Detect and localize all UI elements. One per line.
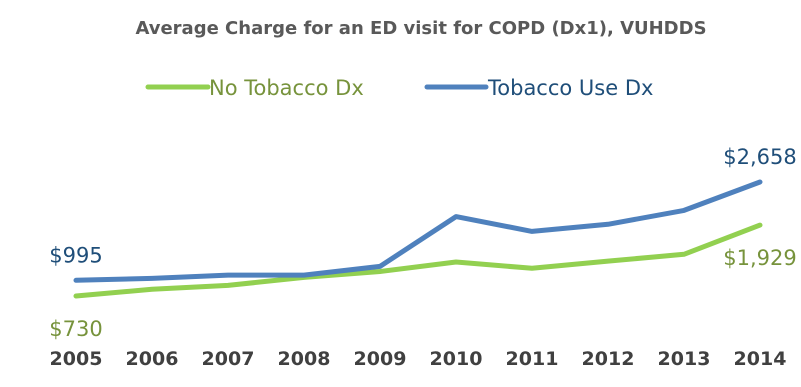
point-tobacco-use-2010 <box>454 214 458 219</box>
x-tick-label-2009: 2009 <box>354 348 407 370</box>
x-tick-label-2005: 2005 <box>50 348 103 370</box>
point-tobacco-use-2005 <box>74 278 78 283</box>
chart-title: Average Charge for an ED visit for COPD … <box>135 18 706 39</box>
data-label-tobacco-use-2005: $995 <box>49 243 102 267</box>
series-line-no-tobacco <box>73 222 763 299</box>
point-tobacco-use-2014 <box>758 180 762 184</box>
point-no-tobacco-2006 <box>150 287 154 292</box>
legend-label-tobacco-use: Tobacco Use Dx <box>487 76 653 100</box>
point-tobacco-use-2013 <box>682 208 686 213</box>
series-layer <box>73 179 763 299</box>
x-tick-label-2013: 2013 <box>658 348 711 370</box>
point-no-tobacco-2009 <box>378 269 382 274</box>
point-no-tobacco-2010 <box>454 260 458 264</box>
x-tick-label-2008: 2008 <box>278 348 331 370</box>
point-no-tobacco-2005 <box>74 294 78 298</box>
point-tobacco-use-2009 <box>378 264 382 269</box>
legend-label-no-tobacco: No Tobacco Dx <box>209 76 364 100</box>
point-no-tobacco-2013 <box>682 252 686 257</box>
x-tick-label-2012: 2012 <box>582 348 635 370</box>
point-tobacco-use-2007 <box>226 273 230 278</box>
point-tobacco-use-2011 <box>530 229 534 234</box>
point-no-tobacco-2011 <box>530 266 534 271</box>
x-tick-label-2014: 2014 <box>734 348 787 370</box>
point-tobacco-use-2008 <box>302 273 306 278</box>
x-tick-label-2011: 2011 <box>506 348 559 370</box>
x-tick-label-2007: 2007 <box>202 348 255 370</box>
series-line-tobacco-use <box>73 179 763 283</box>
point-no-tobacco-2014 <box>758 223 762 228</box>
point-tobacco-use-2012 <box>606 222 610 227</box>
x-tick-label-2010: 2010 <box>430 348 483 370</box>
point-tobacco-use-2006 <box>150 276 154 281</box>
x-tick-label-2006: 2006 <box>126 348 179 370</box>
point-no-tobacco-2007 <box>226 283 230 288</box>
point-no-tobacco-2012 <box>606 259 610 264</box>
legend: No Tobacco Dx Tobacco Use Dx <box>145 76 653 100</box>
x-axis-tick-labels: 2005 2006 2007 2008 2009 2010 2011 2012 2013 2014 <box>50 348 787 370</box>
data-label-no-tobacco-2005: $730 <box>49 317 102 341</box>
data-label-layer: $730 $1,929 $995 $2,658 <box>49 145 796 341</box>
data-label-tobacco-use-2014: $2,658 <box>723 145 796 169</box>
data-label-no-tobacco-2014: $1,929 <box>723 246 796 270</box>
